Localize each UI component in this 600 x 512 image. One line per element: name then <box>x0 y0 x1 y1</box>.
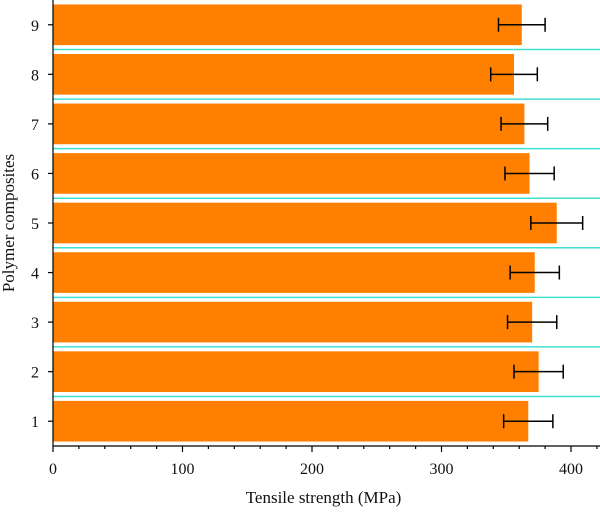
bar-3 <box>53 301 533 343</box>
bar-2 <box>53 351 539 392</box>
y-axis-ticks: 1 2 3 4 5 6 7 8 9 <box>31 18 53 431</box>
error-bars <box>489 17 584 429</box>
bar-1 <box>53 400 529 442</box>
x-tick-label-0: 0 <box>49 461 57 478</box>
bar-9 <box>53 4 522 46</box>
y-tick-label-4: 4 <box>31 266 39 283</box>
x-tick-label-200: 200 <box>300 461 324 478</box>
y-tick-label-8: 8 <box>31 67 39 84</box>
y-tick-label-2: 2 <box>31 365 39 382</box>
y-tick-label-6: 6 <box>31 166 39 183</box>
bars <box>53 4 557 442</box>
bar-4 <box>53 252 535 293</box>
y-axis-label: Polymer composites <box>0 154 18 292</box>
bar-7 <box>53 103 525 145</box>
x-tick-label-100: 100 <box>171 461 195 478</box>
bar-8 <box>53 54 515 95</box>
bar-6 <box>53 153 530 194</box>
y-tick-label-5: 5 <box>31 216 39 233</box>
y-tick-label-9: 9 <box>31 18 39 35</box>
y-tick-label-7: 7 <box>31 117 39 134</box>
x-axis-label: Tensile strength (MPa) <box>246 488 402 507</box>
bar-5 <box>53 202 557 244</box>
y-tick-label-3: 3 <box>31 315 39 332</box>
x-tick-label-300: 300 <box>430 461 454 478</box>
y-tick-label-1: 1 <box>31 414 39 431</box>
row-separators <box>53 48 600 398</box>
x-tick-label-400: 400 <box>559 461 583 478</box>
x-axis-ticks: 0 100 200 300 400 <box>49 446 598 478</box>
